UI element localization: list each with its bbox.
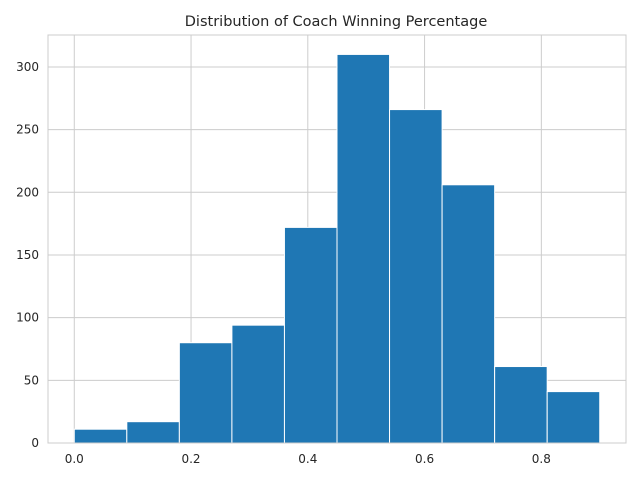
histogram-bar-7 (441, 184, 496, 444)
histogram-bar-6 (389, 109, 443, 444)
x-tick-label: 0.8 (532, 452, 551, 466)
plot-frame (47, 34, 627, 444)
y-tick-label: 300 (16, 60, 39, 74)
histogram-bar-4 (283, 226, 338, 444)
y-tick-label: 50 (24, 373, 39, 387)
x-tick-label: 0.0 (65, 452, 84, 466)
chart-title: Distribution of Coach Winning Percentage (185, 14, 488, 30)
x-tick-label: 0.4 (298, 452, 317, 466)
histogram-bar-5 (336, 53, 391, 444)
histogram-bar-0 (73, 428, 128, 444)
y-axis-ticks: 0 50 100 150 200 250 300 (16, 60, 39, 450)
x-axis-ticks: 0.0 0.2 0.4 0.6 0.8 (65, 452, 551, 466)
histogram-bar-2 (178, 342, 233, 444)
y-tick-label: 0 (31, 436, 39, 450)
histogram-bar-3 (231, 324, 285, 444)
bars (73, 53, 601, 444)
histogram-bar-9 (546, 391, 601, 444)
histogram-bar-1 (126, 421, 180, 444)
histogram-bar-8 (494, 366, 548, 444)
y-tick-label: 150 (16, 248, 39, 262)
y-tick-label: 250 (16, 123, 39, 137)
x-tick-label: 0.2 (181, 452, 200, 466)
x-tick-label: 0.6 (415, 452, 434, 466)
y-tick-label: 100 (16, 311, 39, 325)
y-tick-label: 200 (16, 185, 39, 199)
